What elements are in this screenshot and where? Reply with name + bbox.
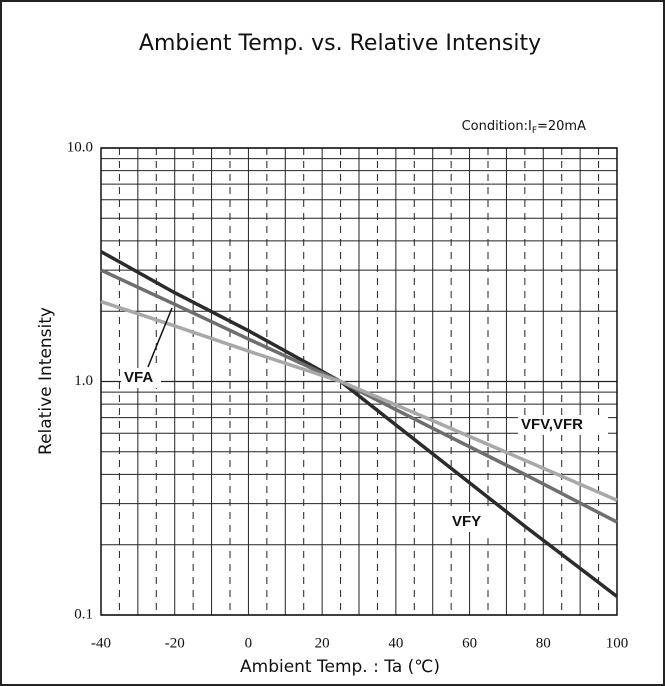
y-axis-label: Relative Intensity <box>36 307 56 455</box>
y-tick-label: 0.1 <box>74 606 93 622</box>
series-label-bg <box>518 415 608 435</box>
plot-area <box>100 147 618 616</box>
series-label: VFA <box>124 369 153 386</box>
series-label: VFY <box>452 513 481 530</box>
x-tick-label: -20 <box>165 635 185 651</box>
x-axis-label: Ambient Temp. : Ta (℃) <box>240 657 440 677</box>
y-tick-label: 1.0 <box>74 373 93 389</box>
x-tick-label: 100 <box>606 635 629 651</box>
chart-title: Ambient Temp. vs. Relative Intensity <box>139 31 541 56</box>
x-tick-label: 20 <box>315 635 330 651</box>
x-tick-label: 40 <box>388 635 403 651</box>
series-label-bg <box>121 368 161 388</box>
condition: Condition:IF=20mA <box>462 119 587 136</box>
condition-text: Condition:I <box>462 119 532 134</box>
y-tick-label: 10.0 <box>67 139 93 155</box>
leader-line <box>147 307 173 368</box>
series-label-bg <box>449 512 489 532</box>
x-tick-label: 80 <box>536 635 551 651</box>
series-line <box>100 299 618 502</box>
x-tick-label: 0 <box>245 635 253 651</box>
condition-rest: =20mA <box>537 119 586 134</box>
x-tick-label: -40 <box>91 635 111 651</box>
condition-subscript: F <box>532 126 537 136</box>
series-label: VFV,VFR <box>521 416 583 433</box>
x-tick-label: 60 <box>462 635 477 651</box>
